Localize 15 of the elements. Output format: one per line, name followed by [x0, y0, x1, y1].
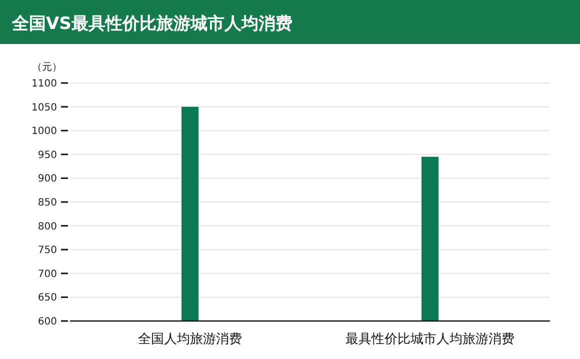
x-tick-label: 最具性价比城市人均旅游消费 — [346, 332, 514, 347]
y-tick-label: 900 — [38, 174, 57, 185]
chart-title: 全国VS最具性价比旅游城市人均消费 — [11, 14, 292, 34]
y-axis-title: （元） — [32, 62, 62, 73]
x-tick-label: 全国人均旅游消费 — [138, 332, 242, 347]
y-tick-label: 1100 — [32, 78, 57, 90]
y-tick-label: 850 — [38, 198, 57, 208]
y-tick-label: 650 — [38, 292, 57, 304]
y-tick-label: 800 — [38, 221, 57, 232]
y-tick-label: 950 — [38, 150, 57, 161]
y-tick-label: 1000 — [32, 126, 57, 138]
y-tick-label: 750 — [38, 245, 57, 256]
y-tick-label: 1050 — [32, 102, 57, 114]
y-tick-label: 700 — [38, 268, 57, 280]
y-tick-label: 600 — [38, 316, 57, 328]
